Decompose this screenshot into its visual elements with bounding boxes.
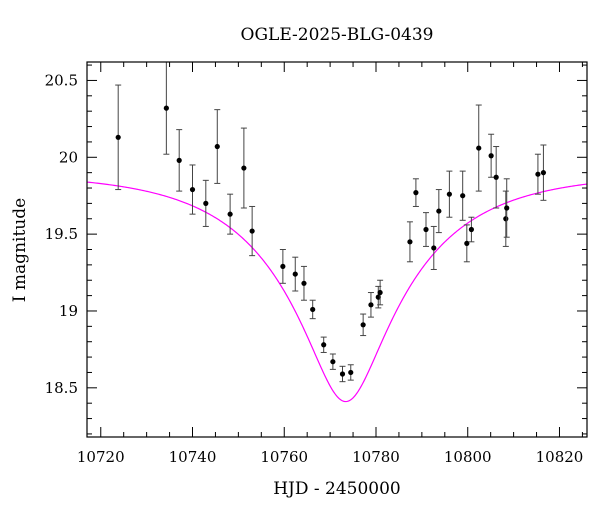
data-point <box>292 256 299 292</box>
data-marker <box>241 165 247 171</box>
x-tick-label: 10800 <box>444 448 492 466</box>
data-marker <box>249 228 255 234</box>
data-point <box>279 249 286 284</box>
data-marker <box>310 306 316 313</box>
data-marker <box>407 239 413 245</box>
y-axis-label: I magnitude <box>10 198 30 302</box>
data-marker <box>446 191 452 197</box>
data-point <box>493 146 500 209</box>
data-marker <box>339 371 346 377</box>
data-point <box>309 299 316 320</box>
data-point <box>339 365 346 383</box>
data-marker <box>214 143 220 150</box>
data-point <box>430 225 437 270</box>
data-marker <box>431 245 437 251</box>
y-tick-label: 20.5 <box>45 71 78 89</box>
data-marker <box>321 342 327 348</box>
y-tick-label: 20 <box>59 148 78 166</box>
data-marker <box>503 216 509 222</box>
data-points-layer <box>115 61 547 383</box>
x-tick-label: 10740 <box>169 448 217 466</box>
y-tick-label: 19.5 <box>45 225 78 243</box>
data-marker <box>163 105 169 111</box>
data-marker <box>460 193 466 199</box>
data-point <box>446 170 453 218</box>
data-point <box>468 216 475 243</box>
data-marker <box>292 271 298 277</box>
data-point <box>367 292 374 318</box>
data-point <box>488 133 495 178</box>
data-point <box>459 170 466 221</box>
y-tick-label: 19 <box>59 302 78 320</box>
data-marker <box>540 170 547 176</box>
data-point <box>475 104 482 192</box>
data-point <box>502 190 509 247</box>
data-marker <box>368 302 374 308</box>
model-curve <box>86 181 588 403</box>
data-marker <box>413 190 419 196</box>
data-marker <box>493 174 499 180</box>
data-marker <box>423 226 429 233</box>
data-marker <box>468 226 475 233</box>
data-marker <box>203 200 209 206</box>
data-marker <box>189 186 196 193</box>
data-marker <box>476 145 482 151</box>
data-marker <box>488 153 494 159</box>
data-marker <box>375 294 381 300</box>
data-point <box>503 178 510 238</box>
data-point <box>227 193 234 235</box>
data-marker <box>436 208 442 214</box>
data-point <box>163 61 170 155</box>
data-point <box>435 189 442 234</box>
data-point <box>422 212 429 247</box>
axes: 10720 10740 10760 10780 10800 10820 18.5 19 19.5… <box>45 61 588 466</box>
model-curve-layer <box>86 181 588 403</box>
data-marker <box>464 240 470 246</box>
data-point <box>249 205 256 257</box>
data-point <box>360 313 367 337</box>
data-point <box>406 221 413 263</box>
data-marker <box>115 134 121 140</box>
data-point <box>347 364 354 381</box>
data-point <box>115 84 122 191</box>
data-point <box>377 279 384 306</box>
chart-title: OGLE-2025-BLG-0439 <box>241 25 434 45</box>
x-tick-label: 10820 <box>536 448 584 466</box>
data-point <box>240 127 247 209</box>
data-point <box>189 164 196 215</box>
data-point <box>463 224 470 263</box>
data-point <box>329 353 336 370</box>
data-marker <box>504 205 510 211</box>
data-point <box>176 129 183 192</box>
data-point <box>320 336 327 353</box>
data-point <box>214 109 221 184</box>
data-point <box>534 153 541 195</box>
data-marker <box>301 280 307 286</box>
data-point <box>202 179 209 227</box>
x-axis-label: HJD - 2450000 <box>273 479 401 499</box>
data-point <box>412 178 419 207</box>
y-tick-label: 18.5 <box>45 379 78 397</box>
data-point <box>540 144 547 201</box>
x-tick-label: 10760 <box>260 448 308 466</box>
x-tick-label: 10720 <box>77 448 125 466</box>
data-marker <box>377 289 383 296</box>
data-marker <box>330 359 336 365</box>
x-tick-label: 10780 <box>352 448 400 466</box>
data-marker <box>535 171 541 177</box>
data-marker <box>360 322 366 328</box>
data-point <box>375 285 382 309</box>
data-marker <box>280 263 286 270</box>
data-point <box>300 265 307 301</box>
plot-frame <box>86 61 588 438</box>
data-marker <box>227 211 233 217</box>
data-marker <box>176 157 182 163</box>
data-marker <box>348 369 354 376</box>
